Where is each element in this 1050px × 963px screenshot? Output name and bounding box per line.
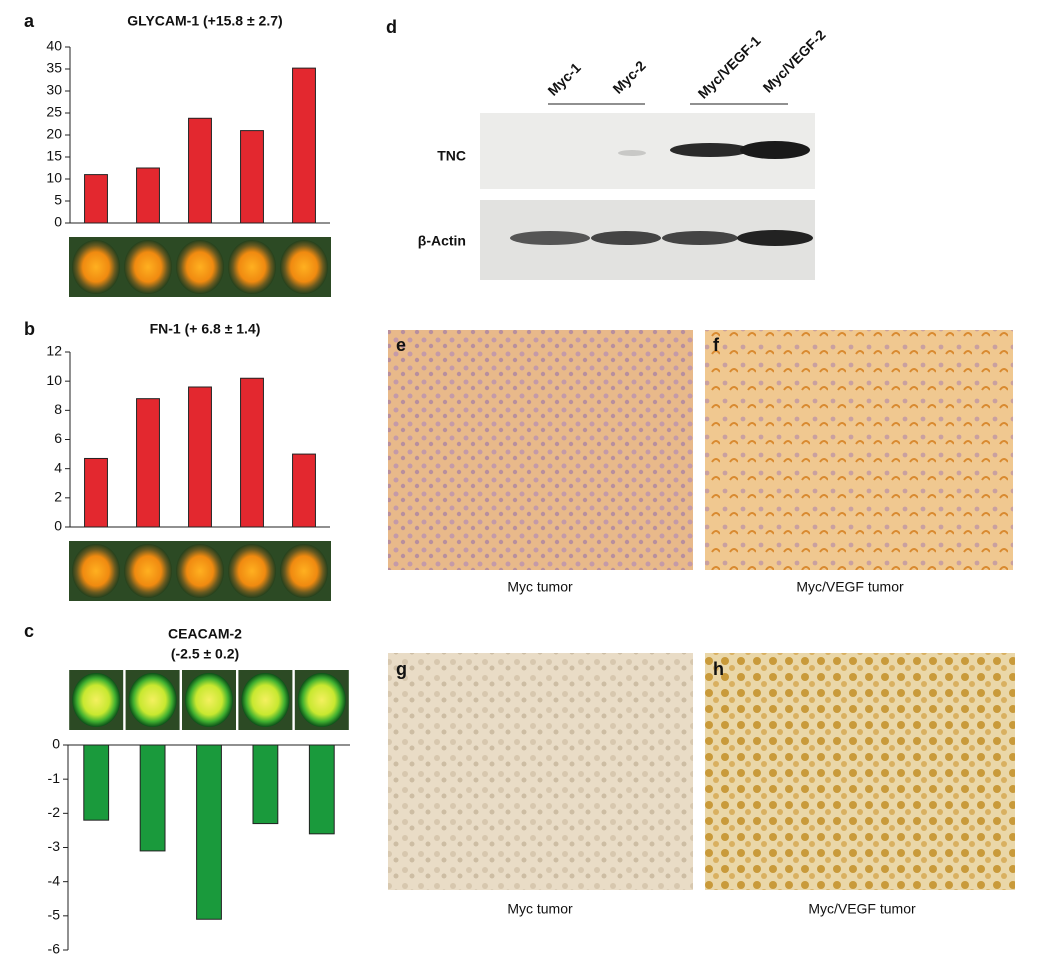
caption: Myc tumor [507, 901, 573, 917]
y-tick-label: -1 [48, 770, 61, 786]
band [662, 231, 738, 245]
bar [196, 744, 222, 920]
band [510, 231, 590, 245]
spot [280, 544, 328, 598]
bar [188, 117, 212, 224]
y-tick-label: -3 [48, 838, 61, 854]
y-tick-label: 4 [54, 459, 62, 475]
y-tick-label: 20 [46, 126, 62, 142]
row-label: β-Actin [418, 233, 466, 249]
chart-subtitle: (-2.5 ± 0.2) [171, 646, 239, 662]
y-tick-label: 0 [52, 736, 60, 752]
y-tick-label: -6 [48, 941, 61, 957]
bar [308, 744, 335, 835]
lane-label: Myc-1 [544, 59, 584, 99]
bar [292, 67, 316, 224]
caption: Myc tumor [507, 579, 573, 595]
band [591, 231, 661, 245]
band [618, 150, 646, 156]
spot [176, 240, 224, 294]
bar [83, 744, 110, 821]
bar [84, 457, 108, 528]
band [737, 230, 813, 246]
y-tick-label: 15 [46, 148, 62, 164]
band [740, 141, 810, 159]
spot [124, 240, 172, 294]
chart-title: GLYCAM-1 (+15.8 ± 2.7) [127, 13, 282, 29]
y-tick-label: 12 [46, 343, 62, 359]
row-label: TNC [437, 148, 466, 164]
y-tick-label: -2 [48, 804, 61, 820]
panel-letter: c [24, 621, 34, 641]
spot [72, 240, 120, 294]
y-tick-label: -5 [48, 907, 61, 923]
spot [280, 240, 328, 294]
micrograph [705, 330, 1013, 570]
y-tick-label: 0 [54, 214, 62, 230]
y-tick-label: 8 [54, 401, 62, 417]
spot [241, 673, 290, 727]
bar [240, 377, 264, 528]
bar [84, 174, 108, 224]
y-tick-label: 40 [46, 38, 62, 54]
spot [228, 240, 276, 294]
chart-title: CEACAM-2 [168, 626, 242, 642]
bar [240, 130, 264, 224]
band [670, 143, 750, 157]
spot [72, 544, 120, 598]
blot-panel: d Myc-1 Myc-2 Myc/VEGF-1 Myc/VEGF-2 TNC … [386, 17, 829, 280]
y-tick-label: 0 [54, 518, 62, 534]
y-tick-label: 6 [54, 430, 62, 446]
y-tick-label: 2 [54, 489, 62, 505]
panel-letter: a [24, 11, 35, 31]
y-tick-label: 10 [46, 170, 62, 186]
caption: Myc/VEGF tumor [796, 579, 904, 595]
panel-letter: f [713, 335, 720, 355]
panel-letter: g [396, 659, 407, 679]
y-tick-label: -4 [48, 872, 61, 888]
caption: Myc/VEGF tumor [808, 901, 916, 917]
panel-letter: b [24, 319, 35, 339]
spot [72, 673, 121, 727]
micrograph [388, 330, 693, 570]
lane-label: Myc/VEGF-1 [695, 32, 764, 101]
micrographs: e f g h Myc tumor Myc/VEGF tumor Myc tum… [388, 330, 1015, 917]
bar [136, 167, 160, 224]
spot [128, 673, 177, 727]
panel-letter: h [713, 659, 724, 679]
y-tick-label: 30 [46, 82, 62, 98]
spot [124, 544, 172, 598]
y-tick-label: 10 [46, 372, 62, 388]
y-tick-label: 5 [54, 192, 62, 208]
panel-letter: d [386, 17, 397, 37]
panel-letter: e [396, 335, 406, 355]
spot [228, 544, 276, 598]
lane-label: Myc/VEGF-2 [760, 26, 829, 95]
bar [139, 744, 166, 852]
y-tick-label: 35 [46, 60, 62, 76]
bar [252, 744, 279, 825]
micrograph [705, 653, 1015, 890]
chart-title: FN-1 (+ 6.8 ± 1.4) [150, 321, 261, 337]
spot [176, 544, 224, 598]
y-tick-label: 25 [46, 104, 62, 120]
micrograph [388, 653, 693, 890]
spot [185, 673, 233, 727]
bar [188, 386, 212, 528]
bar [136, 398, 160, 528]
bar [292, 453, 316, 528]
spot [297, 673, 346, 727]
lane-label: Myc-2 [609, 57, 649, 97]
